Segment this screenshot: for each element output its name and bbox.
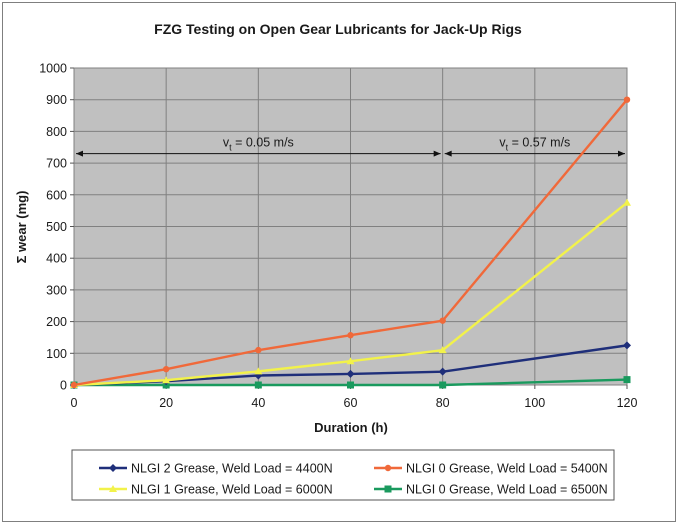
chart-svg: FZG Testing on Open Gear Lubricants for … — [14, 21, 638, 501]
legend-swatch-marker — [109, 485, 117, 492]
legend-swatch-marker — [384, 464, 392, 472]
data-point — [623, 376, 631, 384]
data-point — [439, 317, 446, 324]
series-line — [74, 378, 628, 387]
data-point — [254, 381, 262, 389]
data-point — [346, 357, 355, 365]
x-tick-label: 80 — [436, 396, 450, 410]
y-tick-label: 600 — [46, 188, 67, 202]
series-line — [73, 201, 628, 387]
data-point — [623, 96, 631, 103]
data-point — [162, 376, 171, 384]
y-tick-label: 400 — [46, 252, 67, 266]
data-point — [623, 341, 631, 350]
annotation-layer: vt = 0.05 m/s vt = 0.57 m/s — [76, 136, 625, 157]
y-tick-label: 0 — [60, 379, 67, 393]
y-tick-label: 100 — [46, 347, 67, 361]
y-tick-label: 300 — [46, 283, 67, 297]
data-point — [347, 332, 354, 339]
y-tick-label: 500 — [46, 220, 67, 234]
series-layer — [70, 96, 631, 389]
data-point — [347, 381, 354, 389]
y-tick-label: 900 — [46, 93, 67, 107]
y-tick-label: 700 — [46, 157, 67, 171]
legend-label: NLGI 0 Grease, Weld Load = 6500N — [406, 483, 608, 497]
data-point — [623, 198, 631, 206]
data-point — [438, 367, 447, 376]
y-tick-label: 200 — [46, 315, 67, 329]
annotation-arrowhead — [76, 150, 83, 157]
x-tick-label: 120 — [617, 396, 638, 410]
legend-label: NLGI 1 Grease, Weld Load = 6000N — [131, 483, 333, 497]
chart-title: FZG Testing on Open Gear Lubricants for … — [154, 21, 522, 37]
data-point — [346, 369, 355, 378]
x-tick-label: 40 — [251, 396, 265, 410]
legend-box — [71, 449, 615, 501]
data-point — [162, 365, 170, 373]
x-axis-title: Duration (h) — [314, 420, 388, 435]
legend-label: NLGI 2 Grease, Weld Load = 4400N — [131, 462, 333, 476]
x-tick-label: 60 — [344, 396, 358, 410]
legend-swatch-marker — [109, 464, 117, 472]
data-point — [438, 346, 447, 354]
data-point — [254, 367, 263, 375]
series-line — [73, 98, 628, 387]
y-tick-label: 800 — [46, 125, 67, 139]
annotation-arrowhead — [433, 150, 441, 157]
data-point — [255, 346, 262, 354]
x-tick-label: 20 — [159, 396, 173, 410]
data-point — [70, 381, 78, 389]
annotation-arrowhead — [618, 150, 625, 157]
annotation-label: vt = 0.05 m/s — [223, 136, 294, 153]
x-tick-label: 100 — [524, 396, 545, 410]
x-tick-label: 0 — [71, 396, 78, 410]
annotation-arrowhead — [444, 150, 452, 157]
y-axis-title: Σ wear (mg) — [14, 191, 29, 264]
data-point — [439, 381, 447, 389]
y-tick-label: 1000 — [39, 62, 67, 76]
legend: NLGI 2 Grease, Weld Load = 4400N NLGI 0 G… — [99, 462, 608, 497]
legend-label: NLGI 0 Grease, Weld Load = 5400N — [406, 462, 608, 476]
annotation-label: vt = 0.57 m/s — [499, 136, 570, 153]
legend-swatch-marker — [384, 485, 392, 493]
